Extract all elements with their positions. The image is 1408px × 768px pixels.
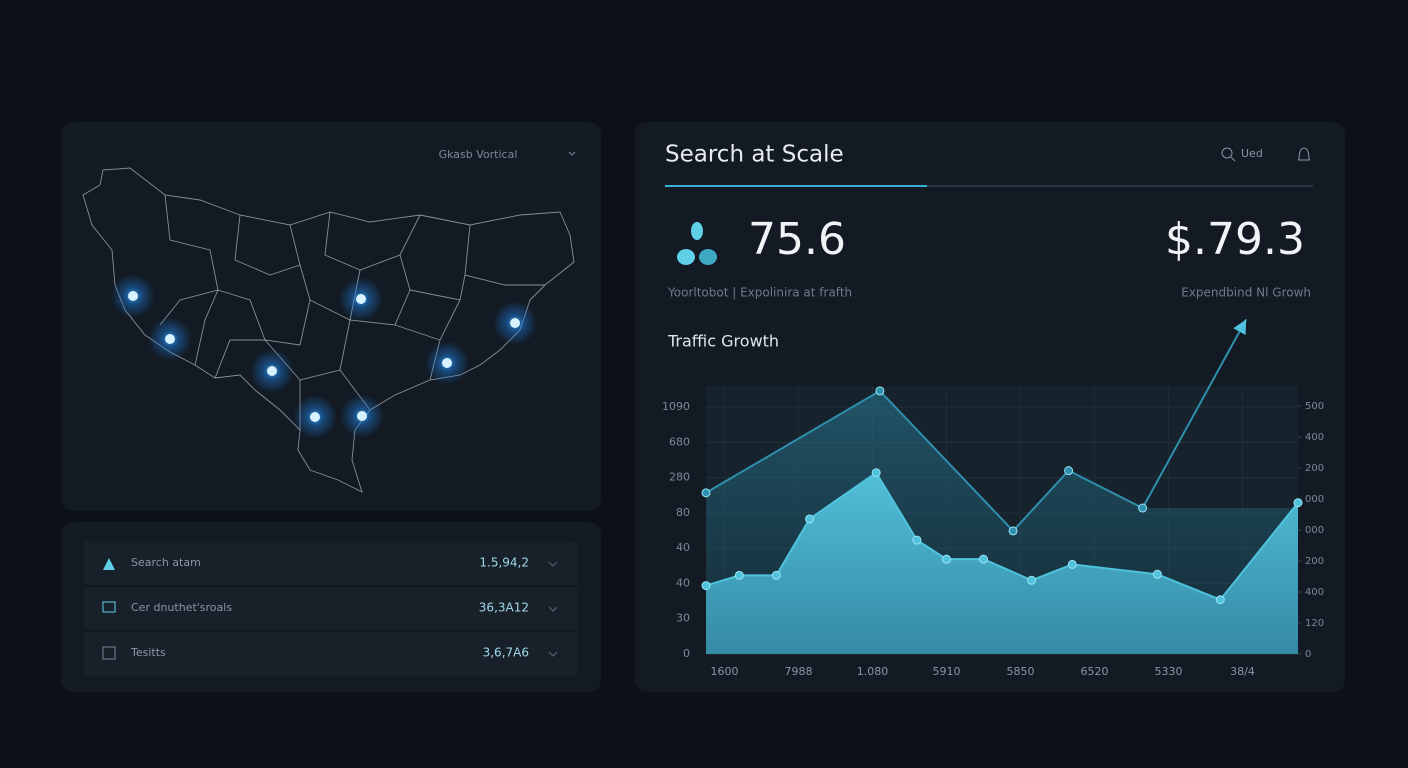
data-point — [1008, 526, 1018, 536]
x-tick-label: 6520 — [1081, 665, 1109, 678]
y2-tick-label: 000 — [1305, 525, 1324, 536]
y2-tick-label: 500 — [1305, 401, 1324, 412]
stat-caption: Yoorltobot | Expolinira at frafth — [667, 286, 852, 300]
data-point — [1138, 503, 1148, 513]
list-row[interactable] — [84, 632, 578, 676]
data-point — [1215, 595, 1225, 605]
chart: 1090 680 280 80 40 40 30 0 500 400 200 000 000 200 400… — [662, 318, 1324, 678]
map-label: Gkasb Vortical — [439, 148, 518, 161]
row-value: 1.5,94,2 — [479, 556, 529, 570]
search-text[interactable]: Ued — [1241, 147, 1263, 160]
data-point — [734, 570, 744, 580]
y-tick-label: 40 — [676, 576, 690, 589]
row-chevrons — [548, 561, 558, 657]
data-point — [701, 488, 711, 498]
trend-arrow — [1233, 319, 1247, 335]
panel-title: Search at Scale — [665, 142, 844, 168]
y-tick-label: 40 — [676, 541, 690, 554]
row-icon — [102, 601, 116, 613]
data-point — [1064, 466, 1074, 476]
x-tick-label: 38/4 — [1230, 665, 1255, 678]
data-point — [942, 554, 951, 564]
data-point — [871, 468, 881, 478]
list-row[interactable] — [84, 587, 578, 630]
y2-tick-label: 400 — [1305, 432, 1324, 443]
row-icon — [103, 558, 115, 570]
x-tick-label: 5850 — [1007, 665, 1035, 678]
y2-tick-label: 400 — [1305, 587, 1324, 598]
row-label: Search atam — [131, 556, 201, 569]
x-tick-label: 7988 — [785, 665, 813, 678]
map-markers — [111, 274, 537, 439]
list: Search atam Cer dnuthet'sroals Tesitts 1… — [84, 541, 578, 676]
search-icon — [1230, 156, 1236, 162]
row-label: Tesitts — [130, 646, 166, 659]
search-icon[interactable] — [1221, 147, 1233, 159]
data-point — [875, 386, 885, 396]
y-tick-label: 0 — [683, 647, 690, 660]
row-icon — [102, 646, 116, 660]
data-point — [701, 581, 711, 591]
row-label: Cer dnuthet'sroals — [131, 601, 232, 614]
data-point — [912, 535, 922, 545]
stat-value: 75.6 — [748, 214, 846, 265]
y-tick-label: 680 — [669, 435, 690, 448]
data-point — [771, 570, 781, 580]
y2-tick-label: 200 — [1305, 463, 1324, 474]
y-tick-label: 80 — [676, 506, 690, 519]
map-panel — [61, 122, 601, 511]
y-tick-label: 30 — [676, 612, 690, 625]
data-point — [805, 514, 815, 524]
data-point — [979, 554, 988, 564]
y-tick-label: 280 — [669, 471, 690, 484]
bell-icon[interactable] — [1298, 147, 1310, 161]
x-tick-label: 1.080 — [857, 665, 889, 678]
row-value: 36,3A12 — [479, 601, 529, 615]
data-point — [1027, 575, 1037, 585]
series-line — [705, 318, 1248, 533]
y2-tick-label: 000 — [1305, 494, 1324, 505]
y2-tick-label: 200 — [1305, 556, 1324, 567]
x-tick-label: 5910 — [933, 665, 961, 678]
map-menu-icon[interactable] — [568, 151, 576, 156]
series-area — [706, 472, 1298, 654]
x-tick-label: 1600 — [711, 665, 739, 678]
data-point — [1152, 569, 1162, 579]
data-point — [1067, 559, 1077, 569]
x-tick-label: 5330 — [1155, 665, 1183, 678]
data-point — [1293, 498, 1303, 508]
stat-caption: Expendbind Nl Growh — [1181, 286, 1311, 300]
chart-title: Traffic Growth — [667, 332, 779, 351]
y-tick-label: 1090 — [662, 400, 690, 413]
y2-tick-label: 0 — [1305, 649, 1311, 660]
y2-tick-label: 120 — [1305, 618, 1324, 629]
stat-icon — [677, 222, 717, 265]
list-row[interactable] — [84, 541, 578, 585]
stat-value: $.79.3 — [1165, 214, 1305, 265]
row-value: 3,6,7A6 — [483, 646, 529, 660]
